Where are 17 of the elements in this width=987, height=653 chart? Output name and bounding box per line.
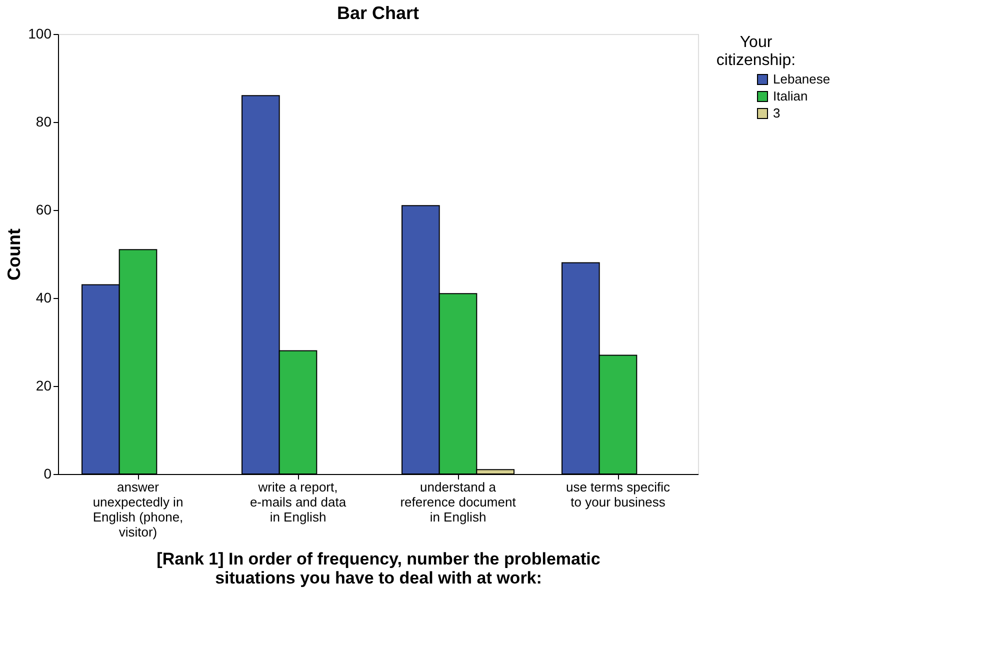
x-axis-title: [Rank 1] In order of frequency, number the problematic situations you have to deal with at work:: [156, 550, 600, 588]
x-tick-label: write a report, e-mails and data in English: [250, 480, 347, 524]
y-tick-label: 100: [28, 26, 52, 42]
y-tick-label: 60: [36, 202, 52, 218]
legend-label: Italian: [773, 88, 808, 104]
y-tick-label: 80: [36, 114, 52, 130]
legend-label: Lebanese: [773, 72, 830, 86]
y-tick-label: 40: [36, 290, 52, 306]
x-tick-label: answer unexpectedly in English (phone, visitor): [92, 480, 184, 540]
x-tick-label: understand a reference document in English: [400, 480, 516, 524]
y-tick-label: 0: [44, 466, 52, 482]
legend-title: Your citizenship:: [716, 34, 796, 69]
chart-title: Bar Chart: [336, 3, 420, 23]
legend-label: 3: [773, 106, 780, 120]
y-axis-title: Count: [4, 228, 24, 280]
y-tick-label: 20: [36, 378, 52, 394]
x-tick-label: use terms specific to your business: [566, 480, 671, 510]
